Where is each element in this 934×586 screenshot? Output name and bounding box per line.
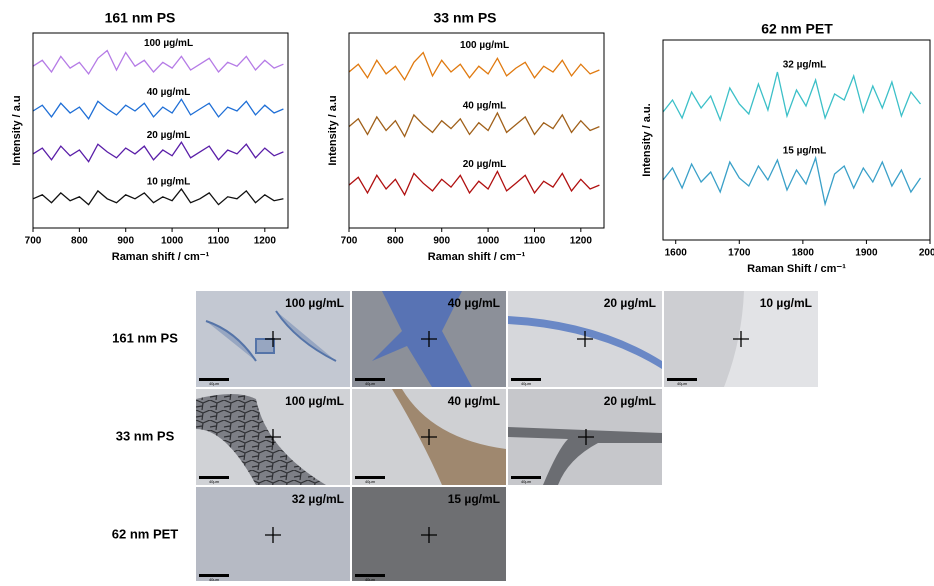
- x-tick-label: 800: [387, 236, 404, 247]
- x-tick-label: 2000: [919, 248, 934, 259]
- trace-label: 40 µg/mL: [147, 87, 191, 98]
- y-axis-label: Intensity / a.u: [327, 95, 339, 165]
- panel-label: 20 µg/mL: [604, 394, 656, 408]
- panel-label: 100 µg/mL: [285, 296, 344, 310]
- row-label: 161 nm PS: [112, 330, 178, 345]
- scale-bar-label: 40µm: [521, 479, 532, 484]
- spectrum-line: [663, 158, 921, 204]
- scale-bar-label: 40µm: [521, 381, 532, 386]
- x-tick-label: 1000: [161, 236, 184, 247]
- scale-bar-label: 40µm: [209, 381, 220, 386]
- x-tick-label: 800: [71, 236, 88, 247]
- row-label: 62 nm PET: [112, 526, 179, 541]
- panel-label: 15 µg/mL: [448, 492, 500, 506]
- micrograph: 40µm 10 µg/mL: [664, 291, 818, 387]
- micrograph: 40µm 100 µg/mL: [196, 389, 350, 485]
- x-tick-label: 1100: [524, 236, 546, 247]
- trace-label: 40 µg/mL: [463, 101, 507, 112]
- scale-bar-label: 40µm: [677, 381, 688, 386]
- spectrum-line: [33, 189, 283, 205]
- panel-label: 40 µg/mL: [448, 296, 500, 310]
- y-axis-label: Intensity / a.u: [11, 95, 23, 165]
- x-tick-label: 1000: [477, 236, 500, 247]
- micrograph: 40µm 40 µg/mL: [352, 291, 506, 387]
- x-tick-label: 1900: [855, 248, 878, 259]
- x-tick-label: 1600: [665, 248, 688, 259]
- figure: 100 µg/mL 40 µg/mL 20 µg/mL 10 µg/mL 700 800 9…: [0, 0, 934, 581]
- chart-title: 161 nm PS: [105, 10, 176, 26]
- panel-label: 32 µg/mL: [292, 492, 344, 506]
- plot-frame: [349, 33, 604, 228]
- x-tick-label: 900: [433, 236, 450, 247]
- panel-label: 10 µg/mL: [760, 296, 812, 310]
- micrograph: 40µm 20 µg/mL: [508, 389, 662, 485]
- panel-label: 100 µg/mL: [285, 394, 344, 408]
- x-tick-label: 900: [117, 236, 134, 247]
- micrograph: 40µm 15 µg/mL: [352, 487, 506, 581]
- trace-label: 32 µg/mL: [783, 60, 827, 71]
- x-tick-label: 1200: [254, 236, 277, 247]
- x-tick-label: 700: [341, 236, 358, 247]
- scale-bar-label: 40µm: [365, 381, 376, 386]
- spectrum-line: [33, 142, 283, 162]
- spectrum-line: [349, 113, 599, 136]
- scale-bar-label: 40µm: [365, 577, 376, 581]
- x-tick-label: 700: [25, 236, 42, 247]
- trace-label: 20 µg/mL: [463, 159, 507, 170]
- micrograph: 40µm 20 µg/mL: [508, 291, 662, 387]
- y-axis-label: Intensity / a.u.: [641, 103, 653, 176]
- spectrum-line: [33, 99, 283, 119]
- x-axis-label: Raman Shift / cm⁻¹: [747, 263, 846, 275]
- x-tick-label: 1800: [792, 248, 815, 259]
- panel-label: 40 µg/mL: [448, 394, 500, 408]
- x-tick-label: 1700: [728, 248, 751, 259]
- x-tick-label: 1200: [570, 236, 593, 247]
- row-label: 33 nm PS: [116, 428, 175, 443]
- x-tick-label: 1100: [208, 236, 230, 247]
- chart-title: 33 nm PS: [433, 10, 496, 26]
- scale-bar-label: 40µm: [209, 577, 220, 581]
- micrograph: 40µm 32 µg/mL: [196, 487, 350, 581]
- x-axis-label: Raman shift / cm⁻¹: [112, 251, 210, 263]
- chart-title: 62 nm PET: [761, 21, 833, 37]
- panel-label: 20 µg/mL: [604, 296, 656, 310]
- spectrum-line: [349, 171, 599, 194]
- trace-label: 100 µg/mL: [460, 40, 509, 51]
- spectrum-line: [349, 53, 599, 80]
- scale-bar-label: 40µm: [209, 479, 220, 484]
- trace-label: 20 µg/mL: [147, 130, 191, 141]
- page: 100 µg/mL 40 µg/mL 20 µg/mL 10 µg/mL 700 800 9…: [0, 0, 934, 586]
- spectrum-line: [663, 72, 921, 120]
- micrograph: 40µm 100 µg/mL: [196, 291, 350, 387]
- spectrum-line: [33, 51, 283, 74]
- micrograph: 40µm 40 µg/mL: [352, 389, 506, 485]
- x-axis-label: Raman shift / cm⁻¹: [428, 251, 526, 263]
- scale-bar-label: 40µm: [365, 479, 376, 484]
- trace-label: 100 µg/mL: [144, 38, 193, 49]
- trace-label: 15 µg/mL: [783, 146, 827, 157]
- trace-label: 10 µg/mL: [147, 177, 191, 188]
